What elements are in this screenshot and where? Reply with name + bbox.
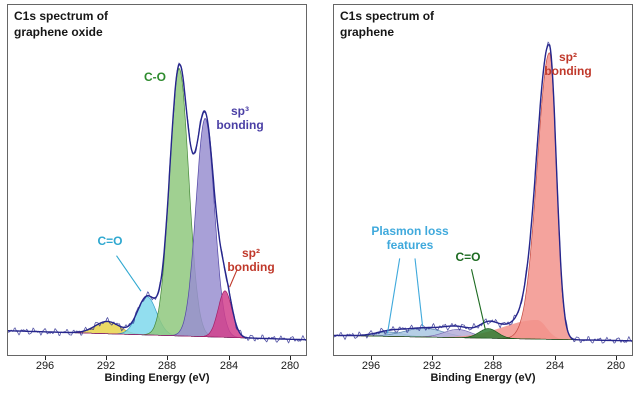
x-tick-label: 284 [545,360,565,372]
panel-graphene: C1s spectrum of graphene Plasmon loss fe… [333,4,633,384]
peak-sp2 [334,52,632,342]
x-tick-mark [106,356,107,360]
x-tick-mark [432,356,433,360]
label-sp3: sp³ bonding [216,104,264,132]
x-tick-label: 288 [157,360,177,372]
x-tick-label: 292 [422,360,442,372]
peak-sp2 [8,290,306,341]
label-c-double-o: C=O [455,250,481,265]
x-tick-mark [555,356,556,360]
annotation-leader [229,269,238,288]
x-tick-mark [167,356,168,360]
x-axis-label: Binding Energy (eV) [430,372,536,384]
x-tick-mark [616,356,617,360]
peak-c-double-o [334,328,632,342]
peak-sp3 [8,118,306,341]
x-tick-mark [371,356,372,360]
label-plasmon: Plasmon loss features [371,224,449,252]
plot-box-graphene: C1s spectrum of graphene Plasmon loss fe… [333,4,633,356]
label-sp2: sp² bonding [227,246,275,274]
plot-title: C1s spectrum of graphene oxide [14,9,109,39]
x-tick-label: 296 [35,360,55,372]
panel-graphene-oxide: C1s spectrum of graphene oxide C-O sp³ bo… [7,4,307,384]
spectrum-plot-graphene-oxide [8,62,306,344]
plot-title: C1s spectrum of graphene [340,9,435,39]
figure: C1s spectrum of graphene oxide C-O sp³ bo… [7,4,633,384]
x-tick-label: 288 [483,360,503,372]
x-axis-ticks: 296 292 288 284 280 [7,356,307,372]
spectrum-plot-graphene [334,41,632,344]
annotation-leader [386,258,401,334]
envelope-curve [8,63,306,341]
x-tick-label: 284 [219,360,239,372]
label-sp2: sp² bonding [544,50,592,78]
x-tick-label: 296 [361,360,381,372]
label-c-o: C-O [144,70,166,85]
plot-box-graphene-oxide: C1s spectrum of graphene oxide C-O sp³ bo… [7,4,307,356]
x-tick-mark [229,356,230,360]
x-axis-label: Binding Energy (eV) [104,372,210,384]
label-c-double-o: C=O [97,234,123,249]
x-tick-mark [493,356,494,360]
annotation-leader [470,269,486,330]
annotation-leader [414,258,424,327]
annotation-leader [116,255,142,292]
x-tick-label: 292 [96,360,116,372]
envelope-curve [334,43,632,342]
x-tick-mark [45,356,46,360]
x-tick-label: 280 [606,360,626,372]
x-tick-mark [290,356,291,360]
x-axis-ticks: 296 292 288 284 280 [333,356,633,372]
data-curve [334,41,632,344]
x-tick-label: 280 [280,360,300,372]
